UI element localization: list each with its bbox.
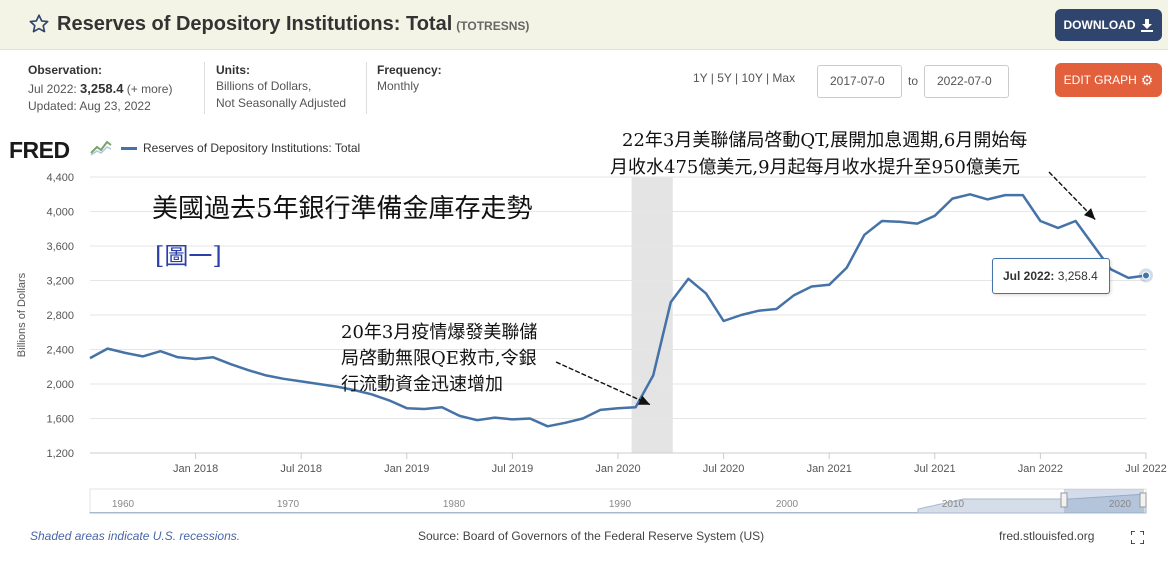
- x-tick-label: Jan 2022: [1018, 463, 1063, 475]
- divider: [204, 62, 205, 114]
- series-id: (TOTRESNS): [456, 19, 530, 33]
- x-tick-label: Jan 2020: [595, 463, 640, 475]
- tooltip: Jul 2022: 3,258.4: [992, 258, 1110, 294]
- y-tick-label: 3,600: [46, 241, 74, 253]
- y-tick-label: 2,400: [46, 345, 74, 357]
- navigator-series: [89, 493, 1147, 514]
- units-line-2: Not Seasonally Adjusted: [216, 96, 347, 110]
- navigator-year-label: 1970: [277, 499, 300, 510]
- observation-value: Jul 2022: 3,258.4 (+ more): [28, 81, 172, 96]
- units-line-1: Billions of Dollars,: [216, 79, 312, 93]
- updated-date: Updated: Aug 23, 2022: [28, 99, 151, 113]
- recession-note: Shaded areas indicate U.S. recessions.: [30, 529, 241, 543]
- x-tick-label: Jul 2021: [914, 463, 956, 475]
- annotation-qt-line-1: 22年3月美聯儲局啓動QT,展開加息週期,6月開始每: [622, 130, 1028, 151]
- tooltip-value: 3,258.4: [1057, 269, 1098, 283]
- source-text: Source: Board of Governors of the Federa…: [418, 529, 765, 543]
- page-header: Reserves of Depository Institutions: Tot…: [0, 0, 1168, 50]
- download-icon: [1140, 19, 1153, 32]
- source-url[interactable]: fred.stlouisfed.org: [999, 529, 1095, 543]
- x-tick-label: Jul 2018: [280, 463, 322, 475]
- y-tick-label: 4,000: [46, 207, 74, 219]
- annotation-qt-line-2: 月收水475億美元,9月起每月收水提升至950億美元: [610, 157, 1020, 178]
- start-date-input[interactable]: 2017-07-0: [817, 65, 902, 98]
- annotation-qe-line-3: 行流動資金迅速增加: [341, 374, 503, 395]
- y-tick-label: 2,000: [46, 379, 74, 391]
- page-title: Reserves of Depository Institutions: Tot…: [57, 13, 529, 36]
- tooltip-label: Jul 2022:: [1003, 269, 1055, 283]
- star-icon[interactable]: [28, 13, 50, 35]
- fullscreen-icon[interactable]: [1131, 531, 1144, 544]
- x-tick-label: Jan 2019: [384, 463, 429, 475]
- navigator-year-label: 1980: [443, 499, 466, 510]
- navigator-window[interactable]: [1064, 489, 1144, 513]
- observation-label: Observation:: [28, 63, 103, 77]
- end-date-input[interactable]: 2022-07-0: [924, 65, 1009, 98]
- y-tick-label: 2,800: [46, 310, 74, 322]
- edit-graph-label: EDIT GRAPH: [1063, 73, 1137, 87]
- legend-swatch: [121, 147, 137, 150]
- x-tick-label: Jul 2019: [492, 463, 534, 475]
- x-tick-label: Jul 2022: [1125, 463, 1167, 475]
- y-tick-label: 3,200: [46, 276, 74, 288]
- qe-arrow: [555, 361, 651, 406]
- divider: [366, 62, 367, 114]
- more-link[interactable]: (+ more): [126, 82, 173, 96]
- observation-period: Jul 2022:: [28, 82, 77, 96]
- navigator-year-label: 2020: [1109, 499, 1132, 510]
- download-button[interactable]: DOWNLOAD: [1055, 9, 1162, 41]
- edit-graph-button[interactable]: EDIT GRAPH ⚙: [1055, 63, 1162, 97]
- main-chart[interactable]: 1,200 1,600 2,000 2,400 2,800 3,200 3,600 4,000…: [0, 160, 1168, 520]
- legend-label: Reserves of Depository Institutions: Tot…: [143, 141, 361, 155]
- fred-chart-icon: [89, 137, 113, 157]
- x-tick-label: Jul 2020: [703, 463, 745, 475]
- arrow-head: [638, 395, 651, 405]
- navigator-year-label: 1990: [609, 499, 632, 510]
- frequency-value: Monthly: [377, 79, 420, 93]
- gear-icon: ⚙: [1140, 71, 1154, 88]
- arrow-shaft: [1048, 171, 1096, 220]
- arrow-head: [1083, 208, 1096, 220]
- fred-logo: FRED: [9, 137, 70, 163]
- navigator-handle-left[interactable]: [1060, 492, 1068, 508]
- y-tick-label: 1,600: [46, 414, 74, 426]
- annotation-qe-line-2: 局啓動無限QE救市,令銀: [341, 348, 537, 369]
- range-selector[interactable]: 1Y | 5Y | 10Y | Max: [693, 71, 796, 85]
- navigator-year-label: 2010: [942, 499, 965, 510]
- series-line[interactable]: [89, 193, 1147, 428]
- arrow-shaft: [555, 361, 651, 406]
- hover-point[interactable]: [1142, 271, 1150, 280]
- y-tick-label: 4,400: [46, 172, 74, 184]
- navigator-handle-right[interactable]: [1139, 492, 1147, 508]
- to-label: to: [908, 74, 919, 88]
- series-title: Reserves of Depository Institutions: Tot…: [57, 13, 453, 35]
- x-tick-label: Jan 2018: [173, 463, 218, 475]
- y-tick-label: 1,200: [46, 448, 74, 460]
- qt-arrow: [1048, 171, 1096, 220]
- observation-number: 3,258.4: [80, 81, 124, 96]
- navigator-year-label: 2000: [776, 499, 799, 510]
- download-label: DOWNLOAD: [1063, 18, 1136, 32]
- annotation-qe-line-1: 20年3月疫情爆發美聯儲: [341, 322, 538, 343]
- annotation-figure-tag: [圖一]: [155, 242, 222, 270]
- x-tick-label: Jan 2021: [807, 463, 852, 475]
- navigator-year-label: 1960: [112, 499, 135, 510]
- units-label: Units:: [216, 63, 250, 77]
- annotation-title: 美國過去5年銀行準備金庫存走勢: [152, 194, 533, 224]
- y-axis-label: Billions of Dollars: [16, 272, 28, 357]
- frequency-label: Frequency:: [377, 63, 442, 77]
